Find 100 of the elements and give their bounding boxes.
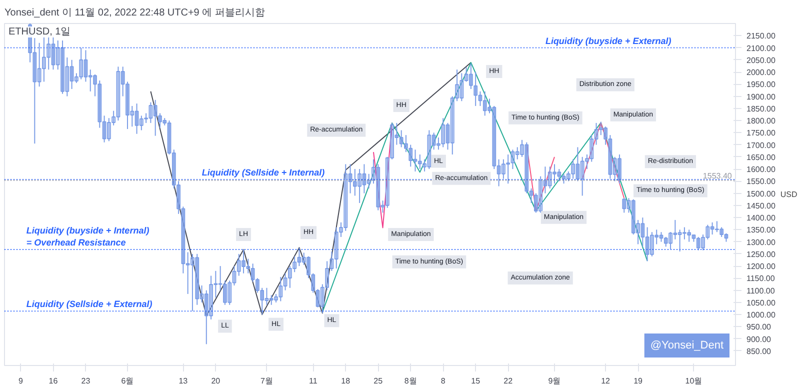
- y-tick-label: 2100.00: [746, 44, 776, 53]
- candlestick: [682, 226, 686, 240]
- chart-subtitle: ETHUSD, 1일: [8, 26, 71, 38]
- candlestick: [474, 72, 478, 106]
- candlestick: [552, 164, 556, 184]
- candlestick: [134, 103, 139, 134]
- y-tick-label: 1000.00: [746, 310, 776, 320]
- candlestick: [673, 219, 678, 240]
- candlestick: [413, 149, 418, 172]
- x-tick-label: 12: [601, 376, 611, 386]
- candlestick: [394, 122, 399, 146]
- ref-line-label: Liquidity (buyside + Internal) = Overhead Resistance: [26, 226, 150, 248]
- y-tick-label: 1950.00: [746, 80, 776, 90]
- candlestick: [631, 198, 636, 236]
- x-tick-label: 9월: [548, 376, 561, 386]
- candlestick: [250, 263, 255, 282]
- ref-line-label: 1553.40: [702, 171, 732, 180]
- x-tick-label: 10월: [685, 376, 702, 386]
- candlestick: [98, 80, 102, 128]
- candlestick: [60, 40, 64, 94]
- y-tick-label: 1800.00: [746, 116, 776, 126]
- candlestick: [529, 188, 534, 204]
- y-tick-label: 1500.00: [746, 189, 776, 198]
- y-tick-label: 1450.00: [746, 201, 776, 210]
- candlestick: [93, 74, 97, 97]
- ref-line-label: Liquidity (buyside + External): [545, 36, 672, 46]
- x-tick-label: 15: [471, 376, 481, 386]
- chart-title: Yonsei_dent 이 11월 02, 2022 22:48 UTC+9 에 퍼블리시함: [4, 8, 265, 18]
- candlestick: [242, 249, 246, 274]
- candlestick: [70, 59, 74, 90]
- x-tick-label: 7월: [260, 376, 273, 386]
- candlestick: [720, 226, 724, 238]
- candlestick: [612, 156, 617, 182]
- candlestick: [534, 192, 538, 214]
- candlestick: [408, 144, 413, 168]
- y-tick-label: 900.00: [746, 334, 772, 344]
- candlestick: [269, 294, 274, 306]
- candlestick: [200, 284, 204, 303]
- candlestick: [316, 288, 320, 308]
- x-tick-label: 18: [341, 376, 351, 386]
- candlestick: [608, 134, 612, 180]
- candlestick: [306, 256, 310, 279]
- y-tick-label: 1350.00: [746, 226, 776, 235]
- candlestick: [358, 168, 362, 204]
- y-tick-label: 1550.00: [746, 177, 776, 186]
- candlestick: [130, 105, 134, 128]
- y-tick-label: 1600.00: [746, 165, 776, 174]
- x-tick-label: 19: [634, 376, 644, 386]
- y-tick-label: 2050.00: [746, 56, 776, 65]
- ref-line-label: Liquidity (Sellside + External): [26, 299, 152, 310]
- candlestick: [524, 142, 529, 194]
- y-tick-label: 1900.00: [746, 92, 776, 102]
- candlestick: [126, 81, 130, 130]
- x-tick-label: 8: [440, 376, 446, 386]
- x-tick-label: 16: [48, 376, 58, 386]
- candlestick: [32, 38, 37, 144]
- x-tick-label: 20: [211, 376, 221, 386]
- candlestick: [640, 217, 645, 248]
- candlestick: [668, 232, 672, 250]
- y-tick-label: 950.00: [746, 322, 772, 332]
- candlestick: [548, 166, 552, 189]
- x-tick-label: 25: [374, 376, 384, 386]
- candlestick: [260, 287, 264, 316]
- y-tick-label: 1100.00: [746, 286, 776, 296]
- candlestick: [482, 90, 487, 116]
- candlestick: [659, 232, 664, 242]
- y-tick-label: 1200.00: [746, 262, 776, 272]
- y-tick-label: 1400.00: [746, 214, 776, 223]
- candlestick: [496, 158, 501, 187]
- candlestick: [724, 232, 728, 242]
- candlestick: [190, 253, 194, 312]
- candlestick: [186, 252, 190, 294]
- candlestick: [488, 98, 492, 114]
- y-tick-label: 1300.00: [746, 238, 776, 247]
- candlestick: [172, 149, 176, 189]
- candlestick: [302, 252, 306, 266]
- candlestick: [604, 126, 608, 146]
- candlestick: [88, 69, 92, 92]
- candlestick: [153, 99, 158, 136]
- x-tick-label: 11: [308, 376, 318, 386]
- candlestick: [404, 134, 408, 153]
- candlestick: [352, 168, 357, 196]
- annotation: @Yonsei_Dent: [650, 340, 724, 352]
- candlestick: [162, 118, 167, 126]
- y-tick-label: 850.00: [746, 346, 772, 356]
- candlestick: [204, 290, 208, 345]
- candlestick: [376, 164, 380, 211]
- y-axis-title: USD: [780, 190, 798, 199]
- candlestick: [84, 50, 88, 82]
- y-tick-label: 1750.00: [746, 128, 776, 138]
- candlestick: [543, 166, 548, 194]
- x-tick-label: 9: [18, 376, 24, 386]
- y-tick-label: 1150.00: [746, 274, 776, 284]
- candlestick: [120, 66, 125, 97]
- candlestick: [264, 287, 269, 306]
- candlestick: [576, 146, 580, 182]
- candlestick: [56, 40, 60, 70]
- candlestick: [654, 229, 659, 245]
- candlestick: [645, 226, 650, 262]
- candlestick: [492, 105, 496, 170]
